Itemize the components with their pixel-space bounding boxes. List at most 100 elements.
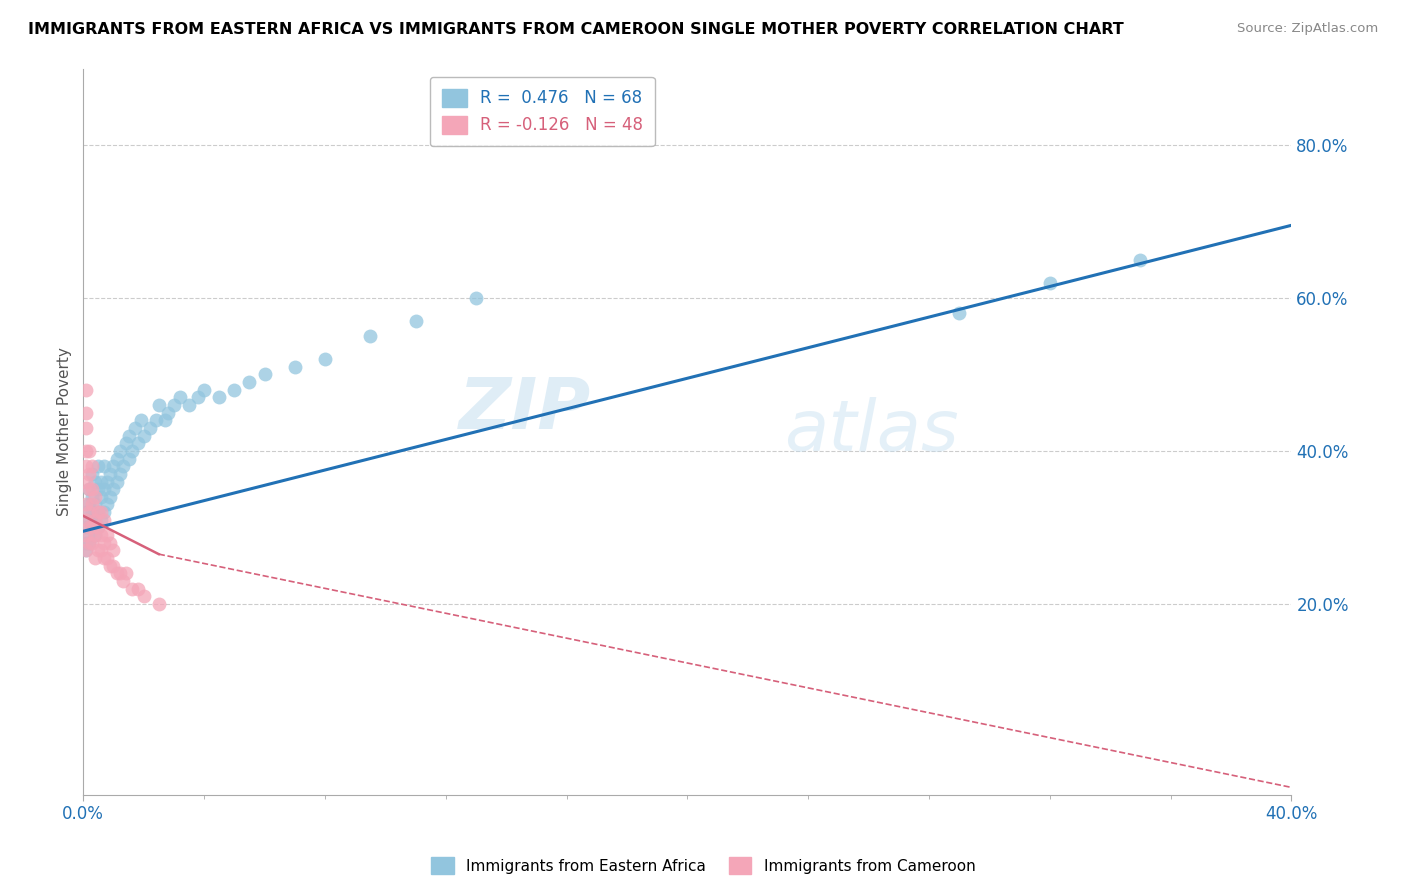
Immigrants from Eastern Africa [75, 535, 97, 549]
Immigrants from Eastern Africa [93, 505, 115, 519]
Immigrants from Cameroon [93, 513, 115, 527]
Immigrants from Eastern Africa [105, 451, 128, 466]
Immigrants from Eastern Africa [117, 451, 139, 466]
Immigrants from Cameroon [84, 528, 107, 542]
Immigrants from Eastern Africa [100, 467, 122, 481]
Immigrants from Cameroon [100, 558, 122, 573]
Immigrants from Cameroon [87, 543, 110, 558]
Immigrants from Cameroon [82, 482, 104, 496]
Immigrants from Eastern Africa [82, 490, 104, 504]
Immigrants from Eastern Africa [84, 475, 107, 489]
Immigrants from Eastern Africa [1039, 276, 1062, 290]
Immigrants from Eastern Africa [87, 482, 110, 496]
Immigrants from Eastern Africa [79, 498, 101, 512]
Immigrants from Cameroon [75, 528, 97, 542]
Legend: R =  0.476   N = 68, R = -0.126   N = 48: R = 0.476 N = 68, R = -0.126 N = 48 [430, 77, 655, 146]
Immigrants from Eastern Africa [127, 436, 149, 450]
Immigrants from Cameroon [114, 566, 136, 581]
Immigrants from Eastern Africa [359, 329, 381, 343]
Immigrants from Eastern Africa [117, 428, 139, 442]
Immigrants from Cameroon [75, 406, 97, 420]
Immigrants from Eastern Africa [96, 475, 118, 489]
Immigrants from Eastern Africa [148, 398, 170, 412]
Immigrants from Cameroon [84, 513, 107, 527]
Immigrants from Cameroon [84, 551, 107, 566]
Immigrants from Eastern Africa [79, 482, 101, 496]
Immigrants from Eastern Africa [87, 459, 110, 474]
Immigrants from Eastern Africa [103, 482, 125, 496]
Immigrants from Cameroon [82, 459, 104, 474]
Immigrants from Eastern Africa [153, 413, 176, 427]
Immigrants from Cameroon [82, 535, 104, 549]
Immigrants from Cameroon [75, 498, 97, 512]
Immigrants from Eastern Africa [139, 421, 162, 435]
Immigrants from Cameroon [96, 528, 118, 542]
Text: IMMIGRANTS FROM EASTERN AFRICA VS IMMIGRANTS FROM CAMEROON SINGLE MOTHER POVERTY: IMMIGRANTS FROM EASTERN AFRICA VS IMMIGR… [28, 22, 1123, 37]
Immigrants from Eastern Africa [82, 520, 104, 534]
Immigrants from Cameroon [75, 459, 97, 474]
Immigrants from Eastern Africa [405, 314, 427, 328]
Legend: Immigrants from Eastern Africa, Immigrants from Cameroon: Immigrants from Eastern Africa, Immigran… [425, 851, 981, 880]
Immigrants from Eastern Africa [108, 444, 131, 458]
Immigrants from Cameroon [96, 551, 118, 566]
Text: ZIP: ZIP [458, 376, 591, 444]
Immigrants from Cameroon [148, 597, 170, 611]
Immigrants from Eastern Africa [82, 467, 104, 481]
Immigrants from Eastern Africa [90, 475, 112, 489]
Immigrants from Eastern Africa [79, 528, 101, 542]
Text: Source: ZipAtlas.com: Source: ZipAtlas.com [1237, 22, 1378, 36]
Immigrants from Eastern Africa [87, 505, 110, 519]
Immigrants from Cameroon [111, 574, 134, 588]
Immigrants from Eastern Africa [145, 413, 167, 427]
Immigrants from Eastern Africa [100, 490, 122, 504]
Immigrants from Cameroon [75, 543, 97, 558]
Immigrants from Eastern Africa [103, 459, 125, 474]
Immigrants from Eastern Africa [114, 436, 136, 450]
Immigrants from Cameroon [87, 520, 110, 534]
Immigrants from Eastern Africa [84, 498, 107, 512]
Immigrants from Eastern Africa [314, 352, 336, 367]
Immigrants from Cameroon [127, 582, 149, 596]
Y-axis label: Single Mother Poverty: Single Mother Poverty [58, 347, 72, 516]
Immigrants from Eastern Africa [75, 543, 97, 558]
Immigrants from Cameroon [108, 566, 131, 581]
Immigrants from Eastern Africa [948, 306, 970, 320]
Immigrants from Cameroon [103, 543, 125, 558]
Immigrants from Cameroon [105, 566, 128, 581]
Immigrants from Cameroon [79, 482, 101, 496]
Immigrants from Eastern Africa [129, 413, 152, 427]
Immigrants from Cameroon [75, 444, 97, 458]
Immigrants from Cameroon [79, 535, 101, 549]
Immigrants from Cameroon [121, 582, 143, 596]
Immigrants from Eastern Africa [121, 444, 143, 458]
Immigrants from Eastern Africa [90, 490, 112, 504]
Immigrants from Cameroon [79, 505, 101, 519]
Immigrants from Cameroon [132, 589, 155, 603]
Immigrants from Cameroon [93, 551, 115, 566]
Immigrants from Eastern Africa [132, 428, 155, 442]
Immigrants from Eastern Africa [79, 513, 101, 527]
Immigrants from Cameroon [79, 444, 101, 458]
Immigrants from Eastern Africa [111, 459, 134, 474]
Immigrants from Cameroon [93, 535, 115, 549]
Immigrants from Cameroon [75, 513, 97, 527]
Immigrants from Eastern Africa [193, 383, 215, 397]
Immigrants from Eastern Africa [105, 475, 128, 489]
Immigrants from Eastern Africa [108, 467, 131, 481]
Immigrants from Cameroon [87, 505, 110, 519]
Immigrants from Eastern Africa [169, 390, 191, 404]
Immigrants from Eastern Africa [87, 520, 110, 534]
Immigrants from Cameroon [75, 383, 97, 397]
Immigrants from Eastern Africa [284, 359, 307, 374]
Immigrants from Eastern Africa [238, 375, 260, 389]
Immigrants from Eastern Africa [124, 421, 146, 435]
Immigrants from Eastern Africa [1129, 252, 1152, 267]
Immigrants from Cameroon [90, 543, 112, 558]
Immigrants from Eastern Africa [177, 398, 200, 412]
Immigrants from Eastern Africa [84, 513, 107, 527]
Immigrants from Cameroon [90, 505, 112, 519]
Immigrants from Cameroon [84, 490, 107, 504]
Immigrants from Eastern Africa [82, 505, 104, 519]
Immigrants from Cameroon [82, 498, 104, 512]
Immigrants from Eastern Africa [93, 482, 115, 496]
